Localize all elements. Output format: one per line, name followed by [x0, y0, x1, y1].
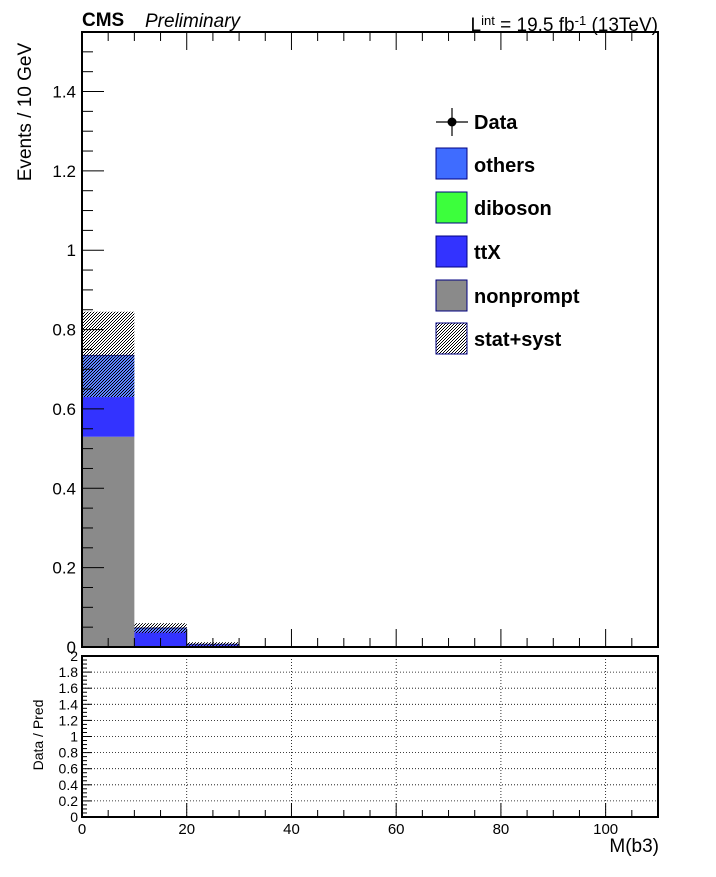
- status-label: Preliminary: [145, 11, 241, 32]
- ratio-frame: [81, 655, 659, 818]
- ratio-y-tick-label: 1.2: [59, 712, 79, 728]
- x-tick-label: 80: [493, 821, 510, 838]
- ratio-y-tick-label: 0.2: [59, 793, 79, 809]
- ratio-y-tick-label: 1.4: [59, 696, 79, 712]
- y-tick-label: 0.4: [52, 479, 76, 498]
- ratio-y-tick-label: 2: [70, 648, 78, 664]
- legend-entry-others: others: [435, 147, 535, 180]
- lumi-exponent: -1: [574, 13, 587, 28]
- ttx-swatch: [435, 235, 468, 268]
- others-swatch: [435, 147, 468, 180]
- legend-label-uncertainty: stat+syst: [474, 329, 562, 351]
- bar-ttx-bin-0: [82, 397, 135, 437]
- x-tick-label: 60: [388, 821, 405, 838]
- lumi-prefix: L: [470, 15, 482, 36]
- legend-entry-ttx: ttX: [435, 235, 501, 268]
- ratio-y-tick-label: 0.6: [59, 761, 79, 777]
- legend-entry-diboson: diboson: [435, 191, 552, 224]
- ratio-pad: 00.20.40.60.811.21.41.61.820 20 40 60 80 100: [59, 648, 659, 838]
- luminosity-label: Lint = 19.5 fb-1 (13TeV): [471, 10, 658, 37]
- ratio-y-tick-label: 1: [70, 729, 78, 745]
- y-axis-label: Events / 10 GeV: [15, 42, 36, 182]
- ratio-y-axis-label: Data / Pred: [30, 699, 46, 771]
- legend: Data others diboson ttX nonprompt stat+s…: [435, 108, 580, 355]
- ratio-y-tick-label: 0.8: [59, 745, 79, 761]
- uncertainty-band-bin-1: [134, 623, 187, 634]
- lumi-sup: int: [481, 13, 495, 28]
- y-tick-label: 0: [67, 638, 76, 657]
- ratio-y-tick-label: 1.8: [59, 664, 79, 680]
- y-tick-label: 1.2: [52, 162, 76, 181]
- nonprompt-swatch: [435, 279, 468, 312]
- ratio-y-tick-label: 1.6: [59, 680, 79, 696]
- legend-label-data: Data: [474, 112, 518, 134]
- legend-entry-data: Data: [436, 108, 518, 136]
- ratio-y-tick-label: 0.4: [59, 777, 79, 793]
- y-tick-label: 0.6: [52, 400, 76, 419]
- main-pad: 0 0.2 0.4 0.6 0.8 1 1.2 1.4: [52, 31, 659, 657]
- data-marker-icon: [447, 117, 457, 127]
- y-tick-label: 1.4: [52, 83, 76, 102]
- y-tick-label: 0.2: [52, 559, 76, 578]
- diboson-swatch: [435, 191, 468, 224]
- legend-entry-nonprompt: nonprompt: [435, 279, 580, 312]
- legend-label-nonprompt: nonprompt: [474, 286, 580, 308]
- ratio-y-tick-label: 0: [70, 809, 78, 825]
- lumi-value: = 19.5 fb: [494, 15, 575, 36]
- legend-label-ttx: ttX: [474, 242, 501, 264]
- legend-label-others: others: [474, 155, 535, 177]
- legend-entry-uncertainty: stat+syst: [435, 322, 562, 355]
- x-axis-label: M(b3): [609, 836, 659, 857]
- uncertainty-band-bin-0: [82, 311, 135, 398]
- y-tick-label: 0.8: [52, 321, 76, 340]
- x-tick-label: 100: [593, 821, 618, 838]
- legend-label-diboson: diboson: [474, 198, 552, 220]
- bar-nonprompt-bin-0: [82, 436, 135, 647]
- lumi-energy: (13TeV): [586, 15, 658, 36]
- main-frame: [81, 31, 659, 648]
- uncertainty-swatch: [435, 322, 468, 355]
- x-tick-label: 40: [283, 821, 300, 838]
- experiment-label: CMS: [82, 10, 125, 31]
- x-tick-label: 20: [178, 821, 195, 838]
- y-tick-label: 1: [67, 241, 76, 260]
- x-tick-label: 0: [78, 821, 86, 838]
